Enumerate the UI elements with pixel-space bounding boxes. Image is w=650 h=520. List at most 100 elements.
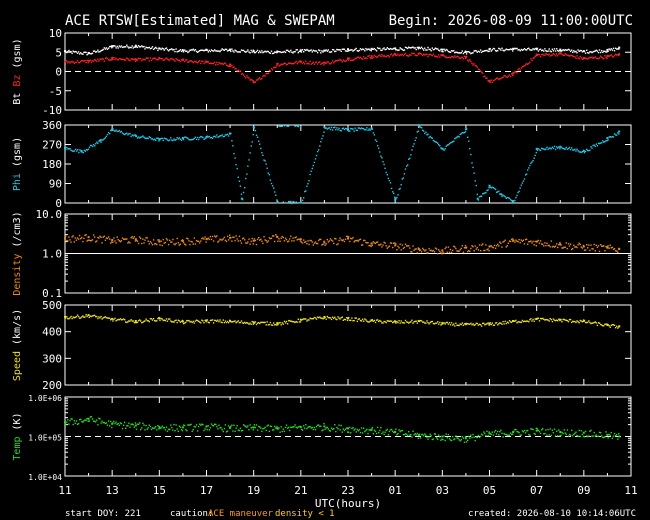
temp-point xyxy=(618,433,620,435)
phi-point xyxy=(403,173,406,175)
density-point xyxy=(131,236,133,238)
temp-point xyxy=(435,437,438,439)
bt_bz-point xyxy=(154,47,156,50)
speed-point xyxy=(407,321,409,323)
bt_bz-point xyxy=(606,57,608,59)
bt_bz-point xyxy=(449,57,452,59)
bt_bz-point xyxy=(533,57,535,59)
phi-point xyxy=(383,163,385,166)
bt_bz-point xyxy=(308,63,310,65)
bt_bz-point xyxy=(470,52,472,55)
bt_bz-point xyxy=(444,50,446,52)
bt_bz-point xyxy=(450,55,453,58)
bt_bz-point xyxy=(538,48,541,51)
bt_bz-point xyxy=(518,48,520,51)
density-point xyxy=(297,238,299,240)
phi-point xyxy=(470,153,472,156)
bt_bz-point xyxy=(154,57,156,59)
density-point xyxy=(171,241,173,243)
speed-point xyxy=(493,324,496,326)
phi-data-point xyxy=(99,139,102,142)
phi-point xyxy=(225,134,228,136)
density-point xyxy=(494,247,497,249)
bt_bz-point xyxy=(475,50,477,52)
density-point xyxy=(367,242,369,244)
speed-point xyxy=(409,321,411,323)
speed-point xyxy=(449,324,452,326)
phi-point xyxy=(204,137,206,140)
speed-data-point xyxy=(252,321,255,324)
density-point xyxy=(120,240,123,242)
speed-point xyxy=(539,317,542,320)
bt_bz-point xyxy=(328,51,331,53)
phi-point xyxy=(280,125,282,127)
temp-point xyxy=(553,428,556,430)
caution-maneuver: ACE maneuver xyxy=(208,509,274,519)
speed-point xyxy=(378,320,380,323)
temp-point xyxy=(519,434,521,436)
phi-point xyxy=(520,184,522,186)
bt_bz-point xyxy=(307,49,309,51)
density-point xyxy=(467,250,469,253)
bt_bz-point xyxy=(500,49,502,51)
bt_bz-point xyxy=(419,47,422,50)
speed-point xyxy=(433,323,436,325)
bt_bz-point xyxy=(117,47,119,49)
bt_bz-point xyxy=(434,47,437,49)
speed-point xyxy=(97,317,99,320)
density-point xyxy=(594,250,596,252)
phi-point xyxy=(407,164,409,166)
bt_bz-point xyxy=(397,49,399,52)
density-point xyxy=(246,242,248,244)
bt_bz-point xyxy=(569,50,572,53)
temp-point xyxy=(211,424,214,427)
speed-point xyxy=(194,320,197,322)
bt_bz-point xyxy=(400,48,402,50)
phi-point xyxy=(349,130,351,132)
speed-point xyxy=(221,321,223,324)
density-point xyxy=(337,243,339,245)
temp-point xyxy=(184,424,186,427)
bt_bz-point xyxy=(118,57,120,60)
bt_bz-point xyxy=(613,54,616,57)
speed-point xyxy=(203,322,205,324)
speed-point xyxy=(192,320,194,323)
speed-point xyxy=(77,315,80,318)
bt_bz-point xyxy=(325,62,327,64)
density-point xyxy=(423,249,425,251)
temp-point xyxy=(490,433,492,436)
speed-point xyxy=(342,319,344,321)
phi-point xyxy=(506,196,509,199)
bt_bz-series-bt xyxy=(64,44,621,56)
bt_bz-point xyxy=(305,60,307,62)
density-point xyxy=(96,240,98,242)
bt_bz-point xyxy=(208,49,210,52)
speed-point xyxy=(112,320,114,322)
speed-point xyxy=(251,320,253,323)
bt_bz-point xyxy=(265,72,267,75)
bt_bz-point xyxy=(502,76,504,79)
phi-point xyxy=(613,133,616,135)
speed-point xyxy=(450,322,453,324)
phi-point xyxy=(381,157,383,159)
density-point xyxy=(430,249,432,251)
bt_bz-point xyxy=(457,56,459,58)
density-point xyxy=(200,240,202,242)
temp-point xyxy=(336,426,338,429)
temp-point xyxy=(150,428,153,431)
temp-point xyxy=(196,430,199,432)
temp-point xyxy=(368,429,370,431)
temp-point xyxy=(578,429,580,432)
bt_bz-point xyxy=(543,50,545,52)
speed-point xyxy=(398,320,400,322)
density-point xyxy=(390,242,393,244)
density-point xyxy=(326,239,328,241)
bt_bz-point xyxy=(140,46,142,48)
temp-point xyxy=(543,433,545,435)
density-point xyxy=(450,251,453,254)
phi-point xyxy=(318,149,320,151)
temp-point xyxy=(240,430,243,432)
phi-point xyxy=(495,191,498,193)
temp-point xyxy=(233,424,235,426)
bt_bz-point xyxy=(552,50,555,52)
